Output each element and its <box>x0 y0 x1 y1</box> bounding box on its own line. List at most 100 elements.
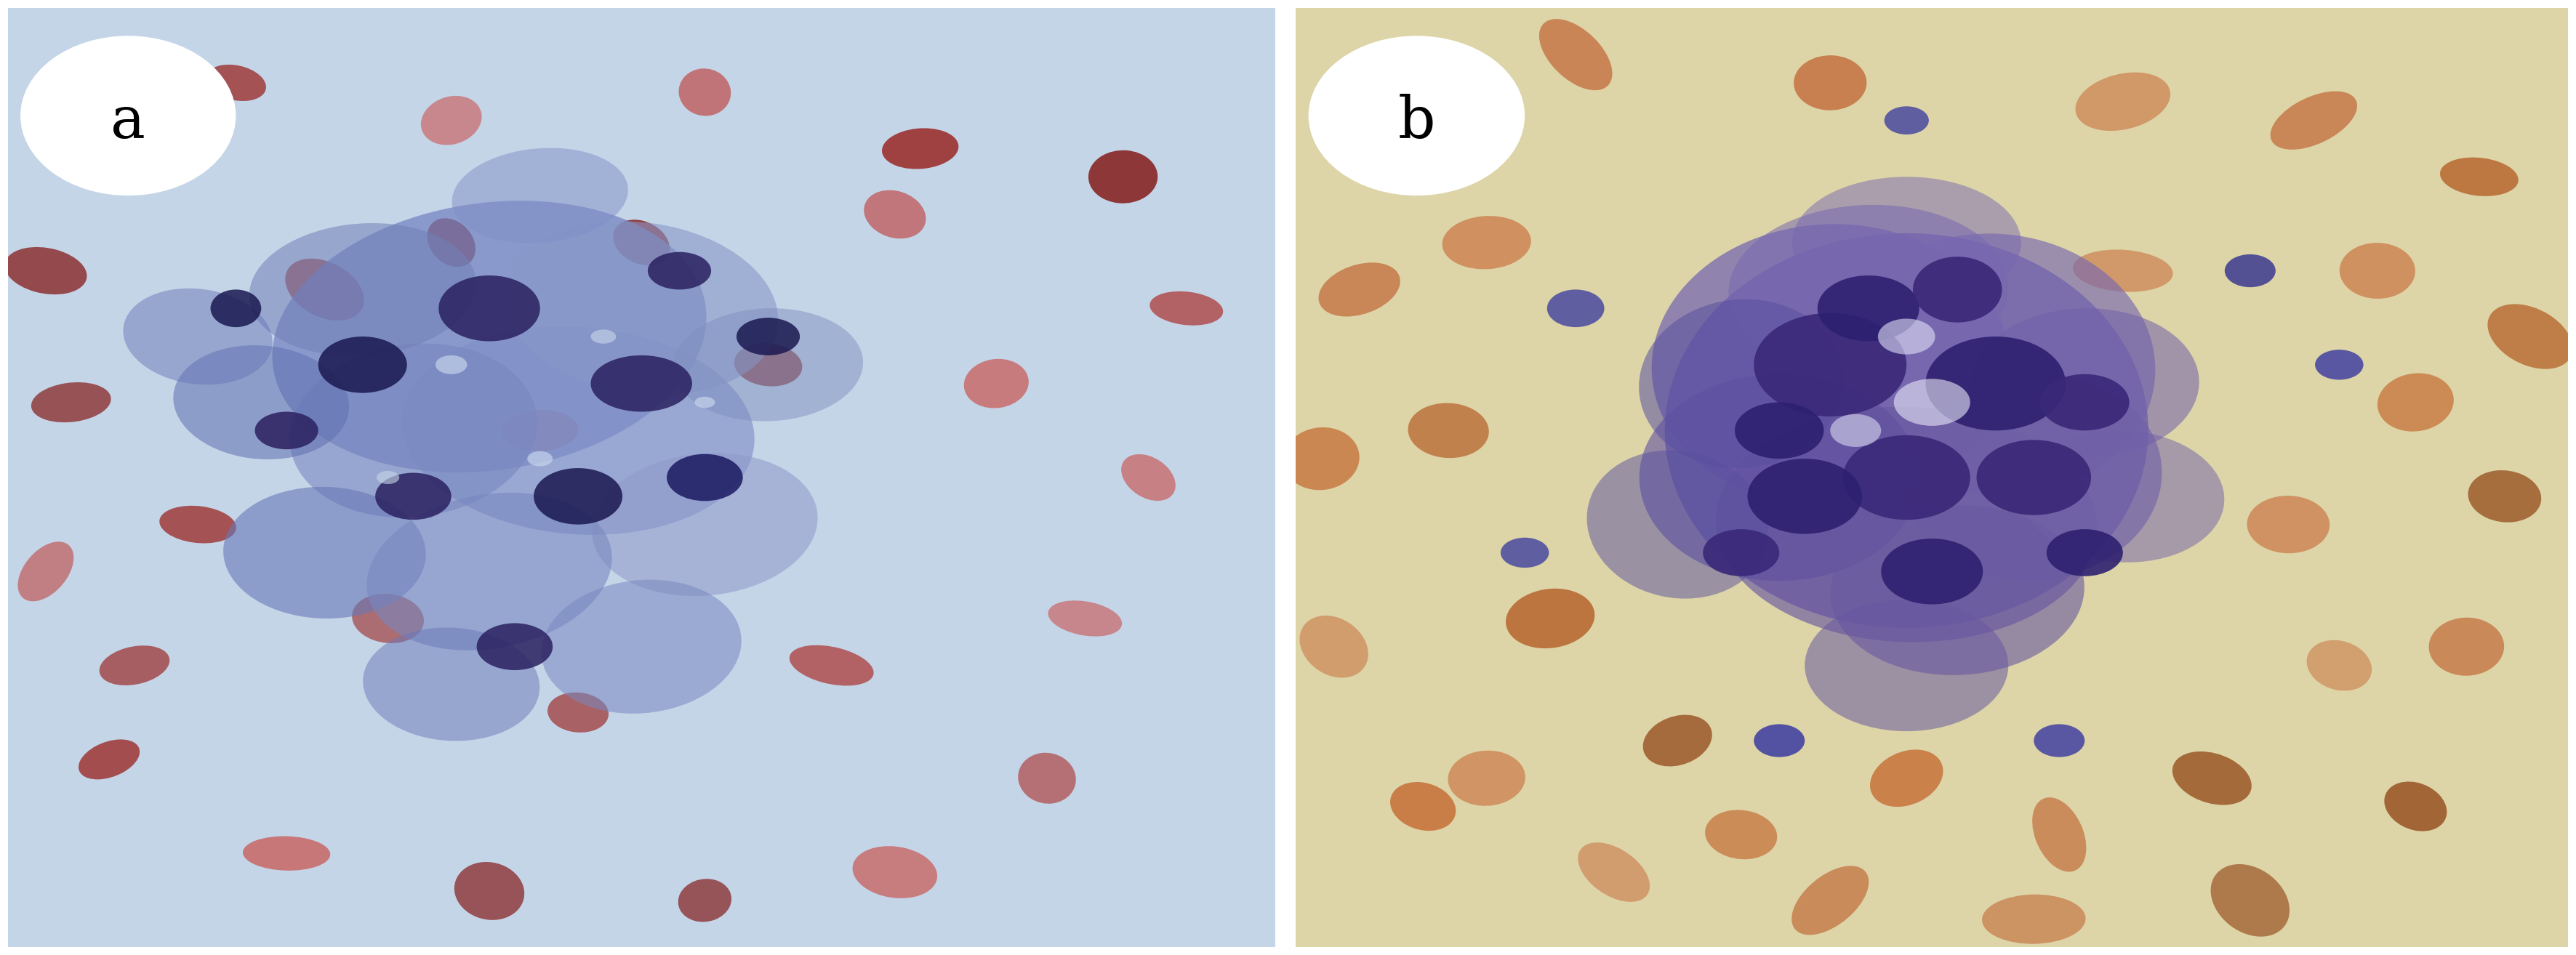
Ellipse shape <box>2316 350 2362 380</box>
Ellipse shape <box>18 541 75 602</box>
Ellipse shape <box>734 343 801 387</box>
Ellipse shape <box>1301 616 1368 678</box>
Ellipse shape <box>477 624 554 670</box>
Ellipse shape <box>77 739 139 779</box>
Ellipse shape <box>1728 204 2009 374</box>
Ellipse shape <box>1283 427 1360 490</box>
Ellipse shape <box>319 336 407 393</box>
Ellipse shape <box>1443 216 1530 269</box>
Ellipse shape <box>255 412 319 449</box>
Ellipse shape <box>2468 470 2543 522</box>
Ellipse shape <box>453 862 526 920</box>
Ellipse shape <box>1703 529 1780 576</box>
Ellipse shape <box>376 473 451 520</box>
Ellipse shape <box>2045 529 2123 576</box>
Ellipse shape <box>2339 243 2416 299</box>
Ellipse shape <box>124 288 273 385</box>
Ellipse shape <box>647 252 711 289</box>
Ellipse shape <box>160 506 237 543</box>
Ellipse shape <box>420 96 482 145</box>
Ellipse shape <box>1734 402 1824 458</box>
Ellipse shape <box>366 493 613 650</box>
Ellipse shape <box>2378 373 2455 432</box>
Ellipse shape <box>1651 224 2009 505</box>
Ellipse shape <box>1090 150 1157 203</box>
Ellipse shape <box>863 190 925 239</box>
Ellipse shape <box>505 222 778 395</box>
Ellipse shape <box>1643 715 1713 766</box>
Ellipse shape <box>173 346 350 459</box>
Ellipse shape <box>528 451 554 466</box>
Ellipse shape <box>1638 299 1844 468</box>
Ellipse shape <box>2306 640 2372 690</box>
Ellipse shape <box>502 410 580 451</box>
Ellipse shape <box>677 69 732 116</box>
Ellipse shape <box>1548 289 1605 328</box>
Ellipse shape <box>737 318 799 355</box>
Ellipse shape <box>1747 458 1862 534</box>
Ellipse shape <box>1363 74 1432 130</box>
Ellipse shape <box>2385 781 2447 831</box>
Ellipse shape <box>1806 600 2009 732</box>
Ellipse shape <box>2488 304 2573 369</box>
Ellipse shape <box>1121 455 1175 500</box>
Ellipse shape <box>2429 618 2504 676</box>
Ellipse shape <box>1018 753 1077 804</box>
Ellipse shape <box>677 879 732 922</box>
Ellipse shape <box>2226 254 2275 287</box>
Ellipse shape <box>1837 234 2156 496</box>
Ellipse shape <box>541 580 742 713</box>
Ellipse shape <box>31 382 111 422</box>
Ellipse shape <box>242 837 330 871</box>
Ellipse shape <box>363 627 541 741</box>
Ellipse shape <box>2074 249 2174 292</box>
Circle shape <box>1309 36 1525 196</box>
Ellipse shape <box>224 487 425 619</box>
Text: b: b <box>1399 94 1435 151</box>
Ellipse shape <box>428 219 477 266</box>
Ellipse shape <box>1754 313 1906 416</box>
Ellipse shape <box>1587 451 1767 599</box>
Ellipse shape <box>2022 430 2223 562</box>
Ellipse shape <box>881 128 958 169</box>
Ellipse shape <box>1906 374 2161 581</box>
Ellipse shape <box>286 259 363 321</box>
Ellipse shape <box>1793 177 2022 308</box>
Ellipse shape <box>402 327 755 535</box>
Ellipse shape <box>1754 724 1806 757</box>
Ellipse shape <box>2040 374 2130 431</box>
Ellipse shape <box>438 275 541 341</box>
Ellipse shape <box>788 646 873 686</box>
Ellipse shape <box>1664 233 2148 627</box>
Text: a: a <box>111 94 144 151</box>
Ellipse shape <box>2439 158 2519 196</box>
Ellipse shape <box>592 453 817 596</box>
Ellipse shape <box>211 289 260 328</box>
Ellipse shape <box>2210 864 2290 937</box>
Ellipse shape <box>672 308 863 421</box>
Ellipse shape <box>1448 751 1525 806</box>
Ellipse shape <box>353 594 425 643</box>
Ellipse shape <box>250 223 477 356</box>
Circle shape <box>21 36 237 196</box>
Ellipse shape <box>590 355 693 412</box>
Ellipse shape <box>1880 539 1984 605</box>
Ellipse shape <box>1927 336 2066 431</box>
Ellipse shape <box>613 220 670 265</box>
Ellipse shape <box>1391 782 1455 831</box>
Ellipse shape <box>1883 106 1929 135</box>
Ellipse shape <box>451 148 629 244</box>
Ellipse shape <box>1832 505 2084 675</box>
Ellipse shape <box>1842 435 1971 520</box>
Ellipse shape <box>1878 319 1935 354</box>
Ellipse shape <box>1914 257 2002 323</box>
Ellipse shape <box>1149 291 1224 326</box>
Ellipse shape <box>667 454 742 501</box>
Ellipse shape <box>1870 750 1942 807</box>
Ellipse shape <box>963 359 1028 408</box>
Ellipse shape <box>5 247 88 294</box>
Ellipse shape <box>1409 403 1489 458</box>
Ellipse shape <box>590 329 616 344</box>
Ellipse shape <box>1507 588 1595 648</box>
Ellipse shape <box>1793 55 1868 110</box>
